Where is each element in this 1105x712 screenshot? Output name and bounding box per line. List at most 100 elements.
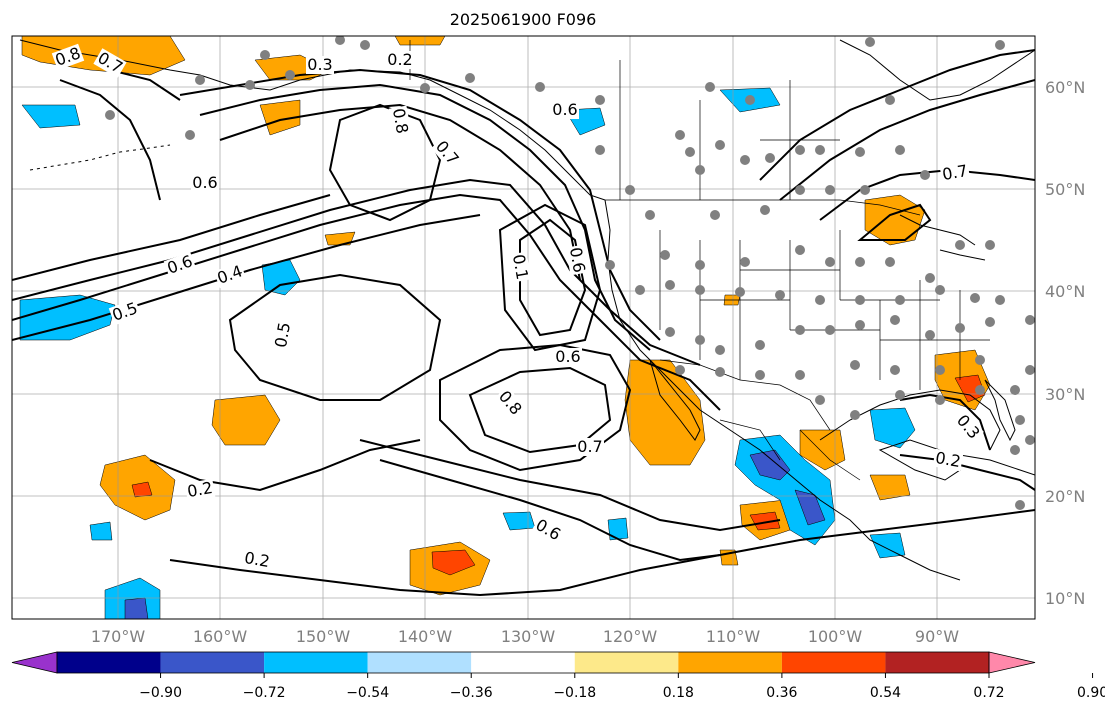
contour-label: 0.7 — [577, 437, 602, 456]
contour-line — [379, 459, 721, 562]
station-dot — [775, 290, 785, 300]
anomaly-patch — [131, 481, 153, 498]
contour-line — [519, 218, 587, 337]
station-dot — [635, 285, 645, 295]
station-dot — [755, 340, 765, 350]
contour-label: 0.2 — [387, 50, 412, 69]
station-dot — [815, 295, 825, 305]
contour-label: 0.8 — [389, 107, 412, 135]
station-dot — [855, 147, 865, 157]
colorbar-segment — [264, 652, 368, 673]
station-dot — [605, 260, 615, 270]
station-dot — [705, 82, 715, 92]
station-dot — [595, 95, 605, 105]
map-frame — [11, 35, 1036, 620]
station-dot — [865, 37, 875, 47]
us-canada-border — [605, 199, 921, 216]
station-dot — [645, 210, 655, 220]
station-dot — [765, 153, 775, 163]
contour-line — [759, 49, 1035, 181]
longitude-label: 120°W — [603, 627, 658, 646]
anomaly-patch — [607, 517, 629, 541]
station-dot — [1025, 365, 1035, 375]
contour-line — [899, 454, 1035, 491]
station-dot — [715, 345, 725, 355]
anomaly-patch — [124, 597, 149, 619]
station-dot — [855, 295, 865, 305]
colorbar-segment — [678, 652, 782, 673]
anomaly-patch — [19, 294, 116, 341]
latitude-label: 60°N — [1045, 78, 1085, 97]
station-dot — [625, 185, 635, 195]
station-dot — [665, 327, 675, 337]
station-dot — [1015, 500, 1025, 510]
anomaly-patch — [794, 489, 826, 526]
contour-line — [498, 203, 602, 352]
longitude-label: 170°W — [91, 627, 146, 646]
anomaly-patch — [394, 36, 446, 46]
station-dot — [935, 285, 945, 295]
anomaly-patch — [869, 474, 911, 501]
station-dot — [715, 140, 725, 150]
latitude-label: 10°N — [1045, 589, 1085, 608]
longitude-labels: 170°W 160°W 150°W 140°W 130°W 120°W 110°W 100°W… — [91, 627, 959, 646]
longitude-label: 140°W — [398, 627, 453, 646]
station-dot — [760, 205, 770, 215]
contour-line — [169, 509, 1035, 597]
longitude-label: 150°W — [296, 627, 351, 646]
colorbar-tick-label: 0.36 — [766, 685, 797, 701]
latitude-labels: 60°N 50°N 40°N 30°N 20°N 10°N — [1045, 78, 1085, 608]
station-dot — [795, 185, 805, 195]
colorbar-tick-label: −0.90 — [139, 685, 182, 701]
station-dot — [795, 325, 805, 335]
station-dot — [825, 185, 835, 195]
station-dot — [710, 210, 720, 220]
station-dot — [975, 355, 985, 365]
florida — [984, 379, 1016, 442]
contour-line — [899, 393, 991, 451]
station-dot — [105, 110, 115, 120]
contour-line — [439, 343, 632, 472]
station-dot — [890, 315, 900, 325]
latitude-label: 50°N — [1045, 180, 1085, 199]
station-dot — [695, 165, 705, 175]
contour-label: 0.2 — [243, 548, 271, 571]
contour-label: 0.2 — [934, 448, 962, 471]
contour-label: 0.3 — [307, 55, 332, 74]
colorbar-segment — [57, 652, 161, 673]
colorbar-tick-label: −0.36 — [450, 685, 493, 701]
station-dot — [925, 330, 935, 340]
contour-line — [219, 103, 581, 281]
station-dot — [695, 260, 705, 270]
station-dot — [935, 395, 945, 405]
station-dot — [895, 295, 905, 305]
station-dot — [795, 245, 805, 255]
station-dot — [995, 40, 1005, 50]
station-dot — [420, 83, 430, 93]
us-mexico-border — [659, 359, 831, 431]
station-dot — [185, 130, 195, 140]
baja — [649, 359, 701, 441]
colorbar-segment — [471, 652, 575, 673]
station-dot — [955, 240, 965, 250]
colorbar-tick-label: −0.54 — [346, 685, 389, 701]
station-dot — [735, 287, 745, 297]
station-dot — [795, 370, 805, 380]
station-dot — [195, 75, 205, 85]
longitude-label: 90°W — [915, 627, 959, 646]
map-area: 0.8 0.70.60.20.80.70.60.6 0.40.50.50.1 0.60… — [12, 36, 1035, 619]
station-dot — [850, 360, 860, 370]
station-dot — [825, 325, 835, 335]
mexico-states — [719, 419, 861, 481]
station-dot — [740, 155, 750, 165]
contour-line — [359, 439, 781, 532]
contour-line — [468, 366, 612, 454]
colorbar-tick-label: 0.54 — [870, 685, 901, 701]
station-dot — [1015, 415, 1025, 425]
station-dot — [855, 257, 865, 267]
colorbar-segment — [781, 652, 886, 673]
anomaly-patch — [211, 394, 281, 446]
station-dot — [695, 285, 705, 295]
station-dot — [955, 323, 965, 333]
contour-line — [228, 273, 442, 401]
